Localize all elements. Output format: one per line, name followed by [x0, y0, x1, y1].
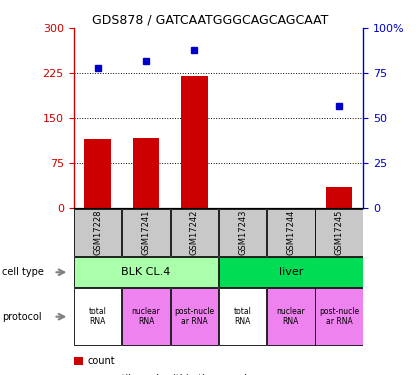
Text: cell type: cell type: [2, 267, 44, 277]
Bar: [74, 209, 121, 256]
Text: post-nucle
ar RNA: post-nucle ar RNA: [174, 307, 214, 326]
Text: GSM17245: GSM17245: [335, 210, 344, 255]
Text: count: count: [88, 356, 116, 366]
Bar: [171, 209, 218, 256]
Text: nuclear
RNA: nuclear RNA: [131, 307, 160, 326]
Bar: [122, 288, 170, 345]
Bar: [74, 258, 218, 287]
Text: liver: liver: [278, 267, 303, 277]
Text: protocol: protocol: [2, 312, 42, 322]
Text: nuclear
RNA: nuclear RNA: [276, 307, 305, 326]
Bar: [326, 187, 352, 208]
Text: total
RNA: total RNA: [89, 307, 107, 326]
Text: GDS878 / GATCAATGGGCAGCAGCAAT: GDS878 / GATCAATGGGCAGCAGCAAT: [92, 13, 328, 26]
Bar: [267, 288, 315, 345]
Bar: [84, 139, 111, 208]
Bar: [315, 209, 363, 256]
Bar: [219, 209, 266, 256]
Bar: [315, 288, 363, 345]
Text: post-nucle
ar RNA: post-nucle ar RNA: [319, 307, 359, 326]
Bar: [171, 288, 218, 345]
Bar: [133, 138, 159, 208]
Text: GSM17228: GSM17228: [93, 210, 102, 255]
Text: total
RNA: total RNA: [234, 307, 252, 326]
Bar: [219, 258, 363, 287]
Bar: [267, 209, 315, 256]
Text: GSM17243: GSM17243: [238, 210, 247, 255]
Bar: [122, 209, 170, 256]
Text: GSM17244: GSM17244: [286, 210, 295, 255]
Bar: [219, 288, 266, 345]
Bar: [74, 288, 121, 345]
Text: GSM17242: GSM17242: [190, 210, 199, 255]
Text: GSM17241: GSM17241: [142, 210, 150, 255]
Bar: [181, 76, 207, 208]
Text: BLK CL.4: BLK CL.4: [121, 267, 171, 277]
